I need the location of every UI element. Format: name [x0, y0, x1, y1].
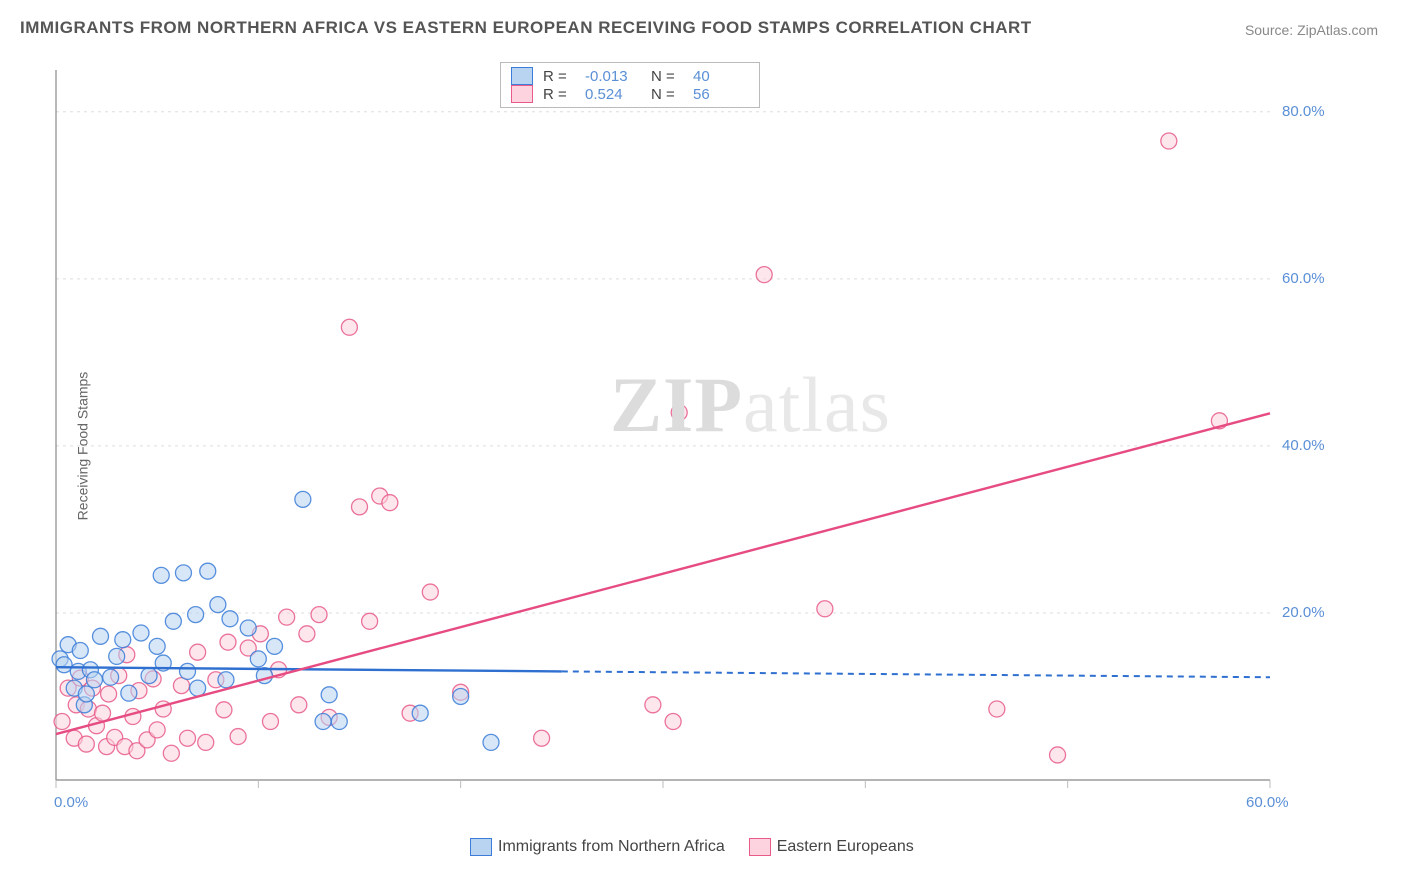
legend-item-blue: Immigrants from Northern Africa: [470, 838, 725, 856]
stats-row-pink: R =0.524N =56: [511, 85, 749, 103]
swatch-pink: [511, 85, 533, 103]
chart-title: IMMIGRANTS FROM NORTHERN AFRICA VS EASTE…: [20, 18, 1032, 38]
stats-row-blue: R =-0.013N =40: [511, 67, 749, 85]
swatch-blue: [511, 67, 533, 85]
swatch-pink: [749, 838, 771, 856]
chart-source: Source: ZipAtlas.com: [1245, 22, 1378, 38]
scatter-svg: [50, 60, 1330, 820]
plot-area: ZIPatlas 20.0%40.0%60.0%80.0%0.0%60.0%: [50, 60, 1330, 820]
y-tick-label: 80.0%: [1282, 103, 1325, 120]
stats-legend: R =-0.013N =40R =0.524N =56: [500, 62, 760, 108]
legend-item-pink: Eastern Europeans: [749, 838, 914, 856]
x-tick-label: 60.0%: [1246, 794, 1289, 811]
series-legend: Immigrants from Northern Africa Eastern E…: [470, 838, 914, 856]
y-tick-label: 60.0%: [1282, 270, 1325, 287]
x-tick-label: 0.0%: [54, 794, 88, 811]
y-tick-label: 20.0%: [1282, 604, 1325, 621]
swatch-blue: [470, 838, 492, 856]
y-tick-label: 40.0%: [1282, 437, 1325, 454]
